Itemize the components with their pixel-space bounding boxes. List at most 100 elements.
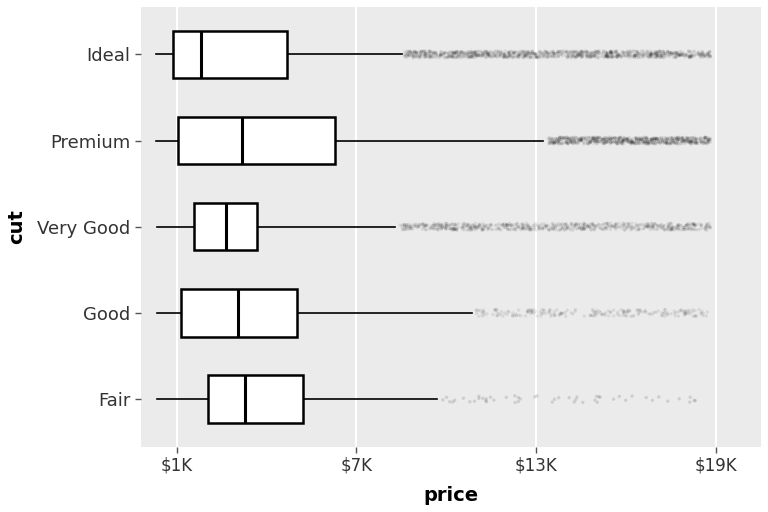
Point [420, 225, 432, 233]
Point [622, 47, 634, 55]
Point [595, 311, 607, 319]
Point [649, 49, 661, 57]
Point [564, 48, 577, 56]
Point [658, 226, 670, 234]
Point [614, 139, 627, 147]
Point [645, 135, 657, 143]
Point [554, 309, 567, 317]
Point [531, 392, 543, 400]
Point [677, 137, 689, 145]
Point [399, 222, 411, 230]
Point [617, 307, 630, 315]
Point [503, 52, 515, 60]
Point [650, 135, 663, 143]
Point [506, 312, 518, 320]
Point [614, 137, 626, 145]
Point [607, 312, 620, 320]
Point [680, 51, 692, 59]
Point [700, 223, 712, 231]
Point [538, 51, 550, 59]
Point [566, 51, 578, 59]
Point [621, 308, 634, 316]
Point [577, 225, 589, 233]
Point [645, 51, 657, 59]
Point [667, 225, 679, 233]
Point [626, 53, 638, 61]
Point [670, 225, 683, 233]
Point [506, 52, 518, 60]
Point [591, 137, 604, 145]
Point [512, 306, 525, 314]
Point [399, 48, 411, 56]
Point [566, 222, 578, 230]
Point [673, 51, 685, 59]
Point [414, 51, 426, 59]
Point [409, 47, 421, 55]
Point [603, 137, 615, 145]
Point [468, 54, 480, 62]
Point [463, 54, 475, 62]
Point [458, 51, 470, 59]
Point [544, 134, 556, 142]
Point [471, 223, 483, 231]
Point [592, 221, 604, 229]
Point [684, 138, 697, 146]
Point [505, 221, 518, 229]
Point [419, 221, 432, 229]
Point [493, 52, 505, 60]
Point [661, 139, 674, 147]
Point [602, 307, 614, 315]
Point [564, 52, 576, 60]
Point [611, 52, 623, 60]
Point [657, 223, 669, 231]
Point [676, 134, 688, 142]
Point [609, 223, 621, 231]
Point [403, 51, 415, 59]
Point [699, 224, 711, 232]
Point [608, 137, 621, 145]
Point [465, 50, 478, 58]
Point [451, 226, 463, 234]
Point [581, 48, 593, 56]
Point [651, 49, 664, 57]
Point [501, 224, 513, 232]
Point [658, 309, 670, 317]
Point [502, 221, 514, 229]
Point [674, 135, 687, 143]
Point [455, 49, 467, 57]
Point [666, 225, 678, 233]
Point [624, 52, 637, 60]
Point [488, 52, 501, 60]
Point [660, 139, 673, 147]
FancyBboxPatch shape [178, 117, 336, 164]
Point [475, 224, 488, 232]
Point [461, 53, 473, 61]
Point [658, 50, 670, 58]
Point [553, 140, 565, 148]
Point [527, 221, 539, 229]
Point [558, 134, 571, 142]
Point [495, 49, 507, 57]
Point [485, 225, 497, 233]
Point [571, 138, 583, 146]
Point [597, 50, 609, 58]
Point [455, 48, 468, 56]
Point [695, 50, 707, 58]
Point [598, 137, 611, 145]
Point [543, 306, 555, 314]
Point [440, 54, 452, 62]
Point [683, 52, 695, 60]
Point [643, 310, 655, 318]
Point [669, 48, 681, 56]
Point [445, 225, 457, 233]
Point [614, 134, 626, 142]
Point [611, 137, 623, 145]
Point [601, 219, 614, 227]
Point [537, 224, 549, 232]
Point [479, 50, 492, 58]
Point [467, 226, 479, 234]
Point [519, 48, 531, 56]
Point [695, 222, 707, 230]
Point [518, 221, 531, 229]
Point [558, 223, 570, 231]
